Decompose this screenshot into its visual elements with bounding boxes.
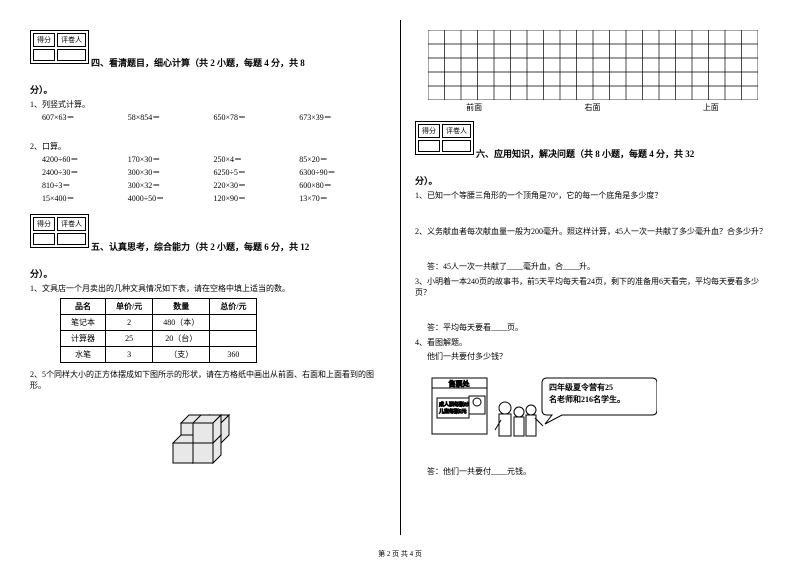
oral-item: 15×400＝ [42,193,128,204]
table-cell [210,331,257,347]
price-line: 成人票每张8元 [439,401,472,408]
table-row: 计算器2520（台） [61,331,257,347]
table-header: 总价/元 [210,299,257,315]
view-label-front: 前面 [466,102,482,113]
score-label: 得分 [33,217,55,231]
q6-1: 1、已知一个等腰三角形的一个顶角是70°，它的每一个底角是多少度？ [415,190,770,201]
oral-item: 810÷3＝ [42,180,128,191]
oral-item: 4200÷60＝ [42,154,128,165]
q5-1: 1、文具店一个月卖出的几种文具情况如下表，请在空格中填上适当的数。 [30,283,385,294]
calc-item: 607×63＝ [42,112,128,123]
oral-item: 4000÷50＝ [128,193,214,204]
table-cell: 360 [210,347,257,363]
section-6-title: 六、应用知识，解决问题（共 8 小题，每题 4 分，共 32 [476,149,694,159]
table-cell [210,315,257,331]
q6-3: 3、小明着一本240页的故事书，前5天平均每天看24页，剩下的准备用6天看完，平… [415,276,770,298]
bubble-text: 四年级夏令营有25 [549,382,613,392]
answer-6-4: 答：他们一共要付____元钱。 [427,466,770,477]
oral-item: 6300÷90＝ [299,167,385,178]
answer-6-3: 答：平均每天要看____页。 [427,322,770,333]
oral-item: 6250÷5＝ [214,167,300,178]
table-header: 数量 [153,299,210,315]
score-cell [418,140,440,152]
oral-item: 2400÷30＝ [42,167,128,178]
stationery-table: 品名 单价/元 数量 总价/元 笔记本2480（本） 计算器2520（台） 水笔… [60,298,257,363]
oral-item: 170×30＝ [128,154,214,165]
oral-item: 250×4＝ [214,154,300,165]
right-column: 前面 右面 上面 得分评卷人 六、应用知识，解决问题（共 8 小题，每题 4 分… [400,0,800,565]
score-box: 得分评卷人 [30,214,89,248]
oral-item: 300×32＝ [128,180,214,191]
score-label: 得分 [418,124,440,138]
grader-label: 评卷人 [57,33,86,47]
section-5-header: 得分评卷人 五、认真思考，综合能力（共 2 小题，每题 6 分，共 12 [30,214,385,253]
answer-6-2: 答：45人一次一共献了____毫升血，合____升。 [427,261,770,272]
table-cell: 笔记本 [61,315,106,331]
oral-item: 300×30＝ [128,167,214,178]
ticket-illustration: 售票处 成人票每张8元 儿童每张5元 四年级夏令营有25 名老师和216名学生。 [427,368,657,448]
oral-row: 810÷3＝300×32＝220×30＝600×80＝ [42,180,385,191]
oral-row: 2400÷30＝300×30＝6250÷5＝6300÷90＝ [42,167,385,178]
table-cell: 20（台） [153,331,210,347]
page-footer: 第 2 页 共 4 页 [0,549,800,559]
table-cell: 3 [106,347,153,363]
q5-2: 2、5个同样大小的正方体摆成如下图所示的形状，请在方格纸中画出从前面、右面和上面… [30,369,385,391]
oral-item: 13×70＝ [299,193,385,204]
oral-item: 120×90＝ [214,193,300,204]
bubble-text: 名老师和216名学生。 [549,394,625,404]
vertical-calc-row: 607×63＝ 58×854＝ 650×78＝ 673×39＝ [42,112,385,123]
oral-item: 600×80＝ [299,180,385,191]
table-header: 单价/元 [106,299,153,315]
q6-4: 4、看图解题。 [415,337,770,348]
grader-cell [442,140,471,152]
table-cell: 计算器 [61,331,106,347]
table-cell: 25 [106,331,153,347]
q6-4b: 他们一共要付多少钱？ [427,351,770,362]
table-cell: （支） [153,347,210,363]
section-5-title: 五、认真思考，综合能力（共 2 小题，每题 6 分，共 12 [91,242,309,252]
score-box: 得分评卷人 [30,30,89,64]
grader-cell [57,49,86,61]
table-header: 品名 [61,299,106,315]
oral-row: 4200÷60＝170×30＝250×4＝85×20＝ [42,154,385,165]
score-label: 得分 [33,33,55,47]
score-cell [33,49,55,61]
oral-item: 220×30＝ [214,180,300,191]
view-label-right: 右面 [584,102,600,113]
table-cell: 480（本） [153,315,210,331]
q4-2: 2、口算。 [30,141,385,152]
grid-labels: 前面 右面 上面 [415,102,770,113]
price-line: 儿童每张5元 [439,408,467,415]
oral-row: 15×400＝4000÷50＝120×90＝13×70＝ [42,193,385,204]
calc-item: 58×854＝ [128,112,214,123]
grader-label: 评卷人 [442,124,471,138]
section-6-header: 得分评卷人 六、应用知识，解决问题（共 8 小题，每题 4 分，共 32 [415,121,770,160]
q4-1: 1、列竖式计算。 [30,99,385,110]
section-4-title2: 分）。 [30,85,53,95]
score-cell [33,233,55,245]
table-row: 笔记本2480（本） [61,315,257,331]
answer-grid [428,30,758,100]
calc-item: 673×39＝ [299,112,385,123]
table-cell: 水笔 [61,347,106,363]
section-4-header: 得分评卷人 四、看清题目，细心计算（共 2 小题，每题 4 分，共 8 [30,30,385,69]
grader-label: 评卷人 [57,217,86,231]
grader-cell [57,233,86,245]
cube-figure [163,395,253,470]
section-5-title2: 分）。 [30,269,53,279]
booth-sign: 售票处 [449,379,470,388]
calc-item: 650×78＝ [214,112,300,123]
section-6-title2: 分）。 [415,176,438,186]
table-row: 水笔3（支）360 [61,347,257,363]
q6-2: 2、义务献血者每次献血量一般为200毫升。照这样计算，45人一次一共献了多少毫升… [415,226,770,237]
score-box: 得分评卷人 [415,121,474,155]
left-column: 得分评卷人 四、看清题目，细心计算（共 2 小题，每题 4 分，共 8 分）。 … [0,0,400,565]
table-cell: 2 [106,315,153,331]
section-4-title: 四、看清题目，细心计算（共 2 小题，每题 4 分，共 8 [91,58,305,68]
oral-item: 85×20＝ [299,154,385,165]
view-label-top: 上面 [703,102,719,113]
